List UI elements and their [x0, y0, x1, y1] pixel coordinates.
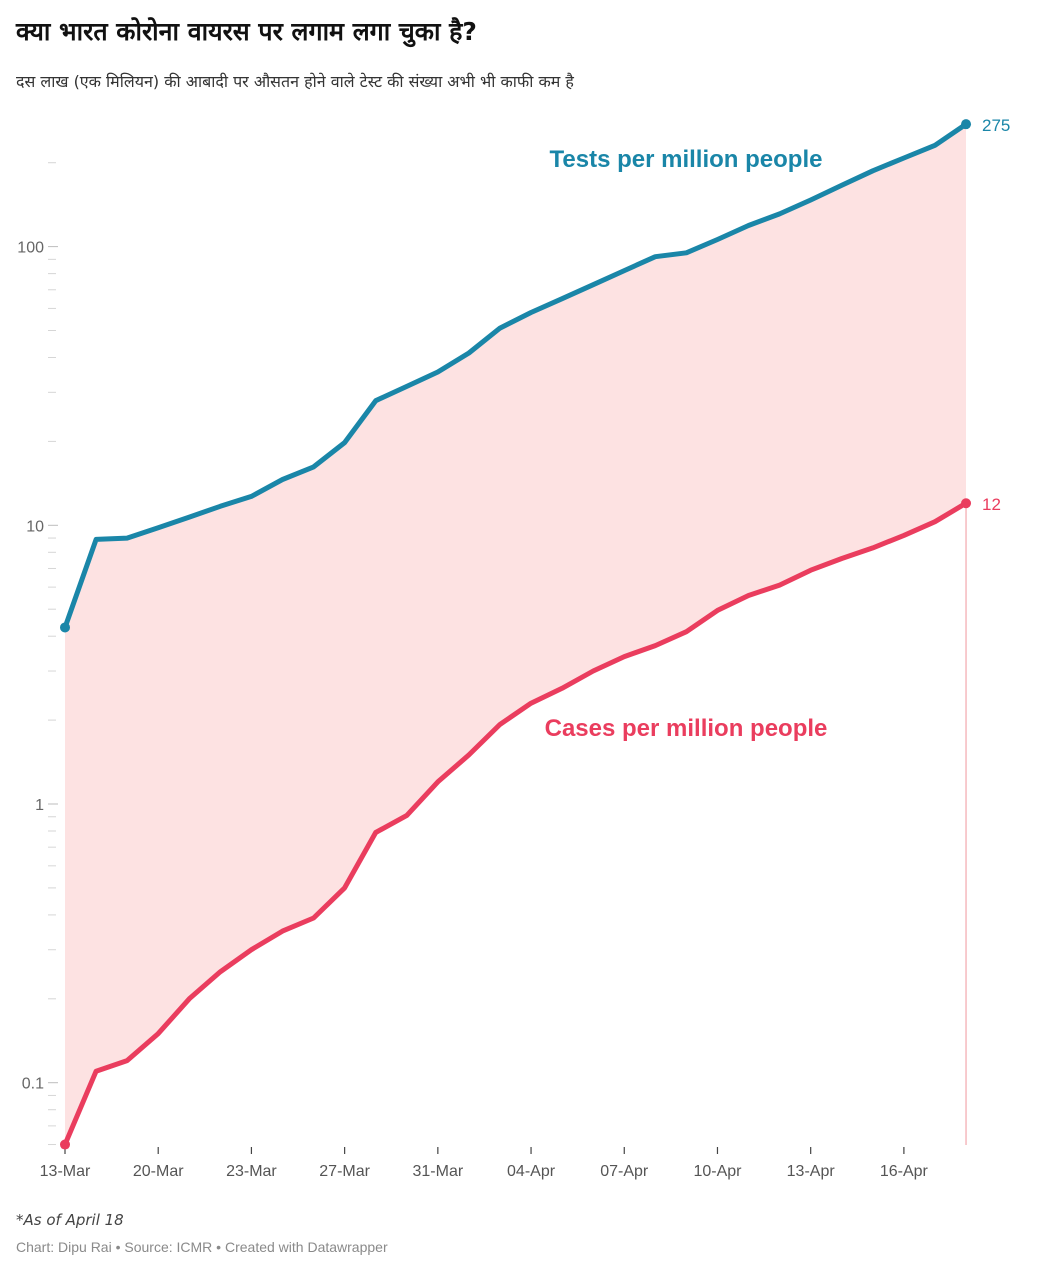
- footnote: *As of April 18: [16, 1211, 124, 1229]
- tests-series-label: Tests per million people: [550, 146, 823, 173]
- cases-end-label: 12: [982, 495, 1001, 514]
- x-tick-label: 20-Mar: [133, 1163, 184, 1180]
- cases-start-dot: [60, 1139, 70, 1150]
- tests-start-dot: [60, 622, 70, 633]
- y-tick-label: 1: [35, 797, 44, 814]
- x-tick-label: 31-Mar: [412, 1163, 463, 1180]
- x-tick-label: 13-Apr: [787, 1163, 836, 1180]
- line-chart: 0.1 1 10 100 13-Mar 20-Mar 23-Mar 27-Mar 31-Mar 0…: [17, 116, 1010, 1180]
- y-tick-label: 10: [26, 518, 44, 535]
- cases-end-dot: [961, 498, 972, 509]
- x-tick-label: 13-Mar: [40, 1163, 91, 1180]
- cases-series-label: Cases per million people: [545, 715, 828, 742]
- x-tick-label: 10-Apr: [693, 1163, 742, 1180]
- cases-line: [62, 500, 969, 1147]
- chart-credit: Chart: Dipu Rai • Source: ICMR • Created…: [16, 1239, 388, 1255]
- chart-subtitle: दस लाख (एक मिलियन) की आबादी पर औसतन होने…: [16, 72, 574, 91]
- x-tick-label: 04-Apr: [507, 1163, 556, 1180]
- tests-line: [62, 121, 969, 630]
- x-tick-label: 16-Apr: [880, 1163, 929, 1180]
- chart-title: क्या भारत कोरोना वायरस पर लगाम लगा चुका …: [16, 17, 477, 46]
- tests-end-label: 275: [982, 116, 1010, 135]
- x-tick-label: 23-Mar: [226, 1163, 277, 1180]
- x-tick-label: 07-Apr: [600, 1163, 649, 1180]
- y-minor-ticks: [48, 162, 56, 1146]
- range-area: [65, 124, 966, 1145]
- y-tick-label: 100: [17, 240, 44, 257]
- tests-end-dot: [961, 119, 972, 130]
- x-tick-label: 27-Mar: [319, 1163, 370, 1180]
- y-tick-label: 0.1: [22, 1076, 44, 1093]
